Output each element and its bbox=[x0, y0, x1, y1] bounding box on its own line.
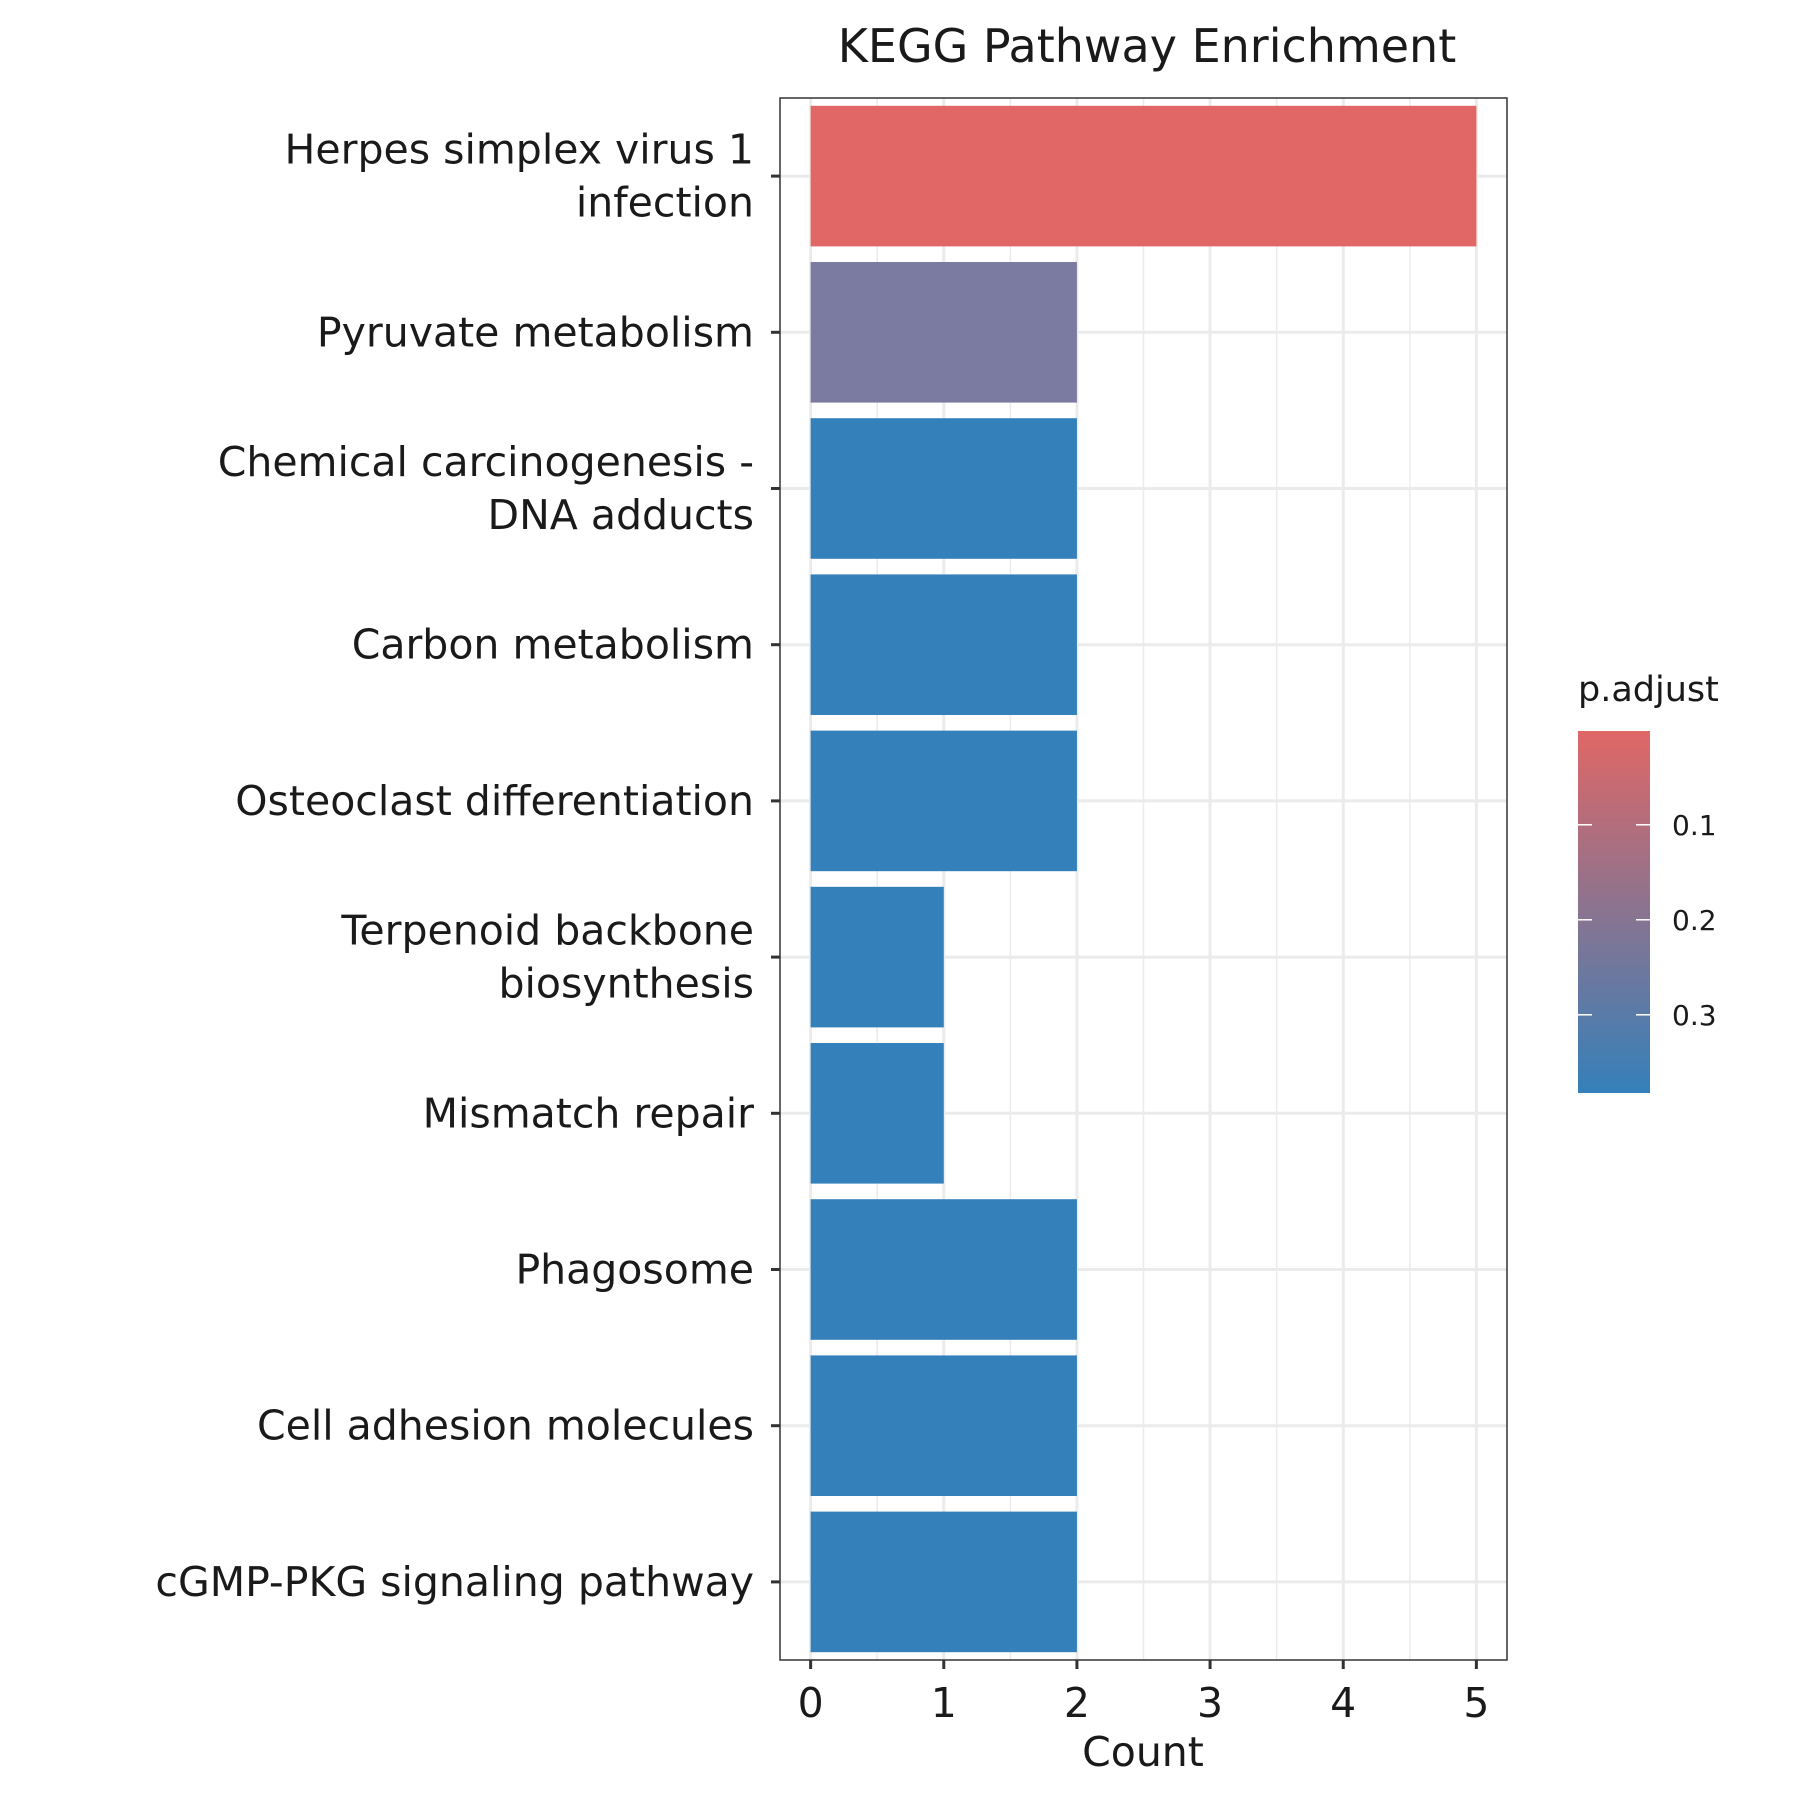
category-label: cGMP-PKG signaling pathway bbox=[155, 1558, 754, 1606]
legend-title: p.adjust bbox=[1578, 670, 1719, 710]
bar bbox=[810, 886, 944, 1028]
category-label: Terpenoid backbone biosynthesis bbox=[340, 907, 754, 1008]
bars bbox=[810, 105, 1477, 1653]
legend-tick-label: 0.3 bbox=[1672, 999, 1717, 1032]
legend-colorbar bbox=[1578, 731, 1650, 1093]
x-tick-label: 2 bbox=[1064, 1679, 1090, 1727]
bar bbox=[810, 1043, 944, 1184]
x-tick-label: 3 bbox=[1197, 1679, 1223, 1727]
plot-border bbox=[779, 97, 1508, 1661]
category-label: Mismatch repair bbox=[423, 1089, 755, 1137]
legend-tick-label: 0.2 bbox=[1672, 904, 1717, 937]
bar bbox=[810, 1511, 1077, 1653]
grid-major bbox=[780, 98, 1507, 1660]
x-tick-label: 5 bbox=[1463, 1679, 1489, 1727]
x-axis: 0 1 2 3 4 5 bbox=[798, 1660, 1489, 1727]
y-axis: Herpes simplex virus 1 infection Pyruvate … bbox=[155, 126, 780, 1606]
bar bbox=[810, 418, 1077, 559]
bar bbox=[810, 1199, 1077, 1340]
bar bbox=[810, 262, 1077, 403]
category-label: Cell adhesion molecules bbox=[257, 1402, 754, 1450]
bar bbox=[810, 574, 1077, 715]
category-label: Osteoclast differentiation bbox=[235, 777, 754, 825]
legend: p.adjust 0.1 0.2 0.3 bbox=[1578, 670, 1719, 1093]
category-label: Chemical carcinogenesis -DNA adducts bbox=[218, 438, 754, 539]
chart-title: KEGG Pathway Enrichment bbox=[838, 19, 1457, 73]
category-label: Herpes simplex virus 1 infection bbox=[285, 126, 754, 227]
category-label: Carbon metabolism bbox=[352, 621, 754, 669]
category-label: Phagosome bbox=[515, 1246, 754, 1294]
legend-tick-label: 0.1 bbox=[1672, 809, 1717, 842]
x-tick-label: 4 bbox=[1330, 1679, 1356, 1727]
bar bbox=[810, 105, 1477, 247]
category-label: Pyruvate metabolism bbox=[317, 308, 754, 356]
x-tick-label: 1 bbox=[931, 1679, 957, 1727]
bar bbox=[810, 1355, 1077, 1496]
bar bbox=[810, 730, 1077, 872]
x-tick-label: 0 bbox=[798, 1679, 824, 1727]
x-axis-title: Count bbox=[1082, 1728, 1204, 1776]
